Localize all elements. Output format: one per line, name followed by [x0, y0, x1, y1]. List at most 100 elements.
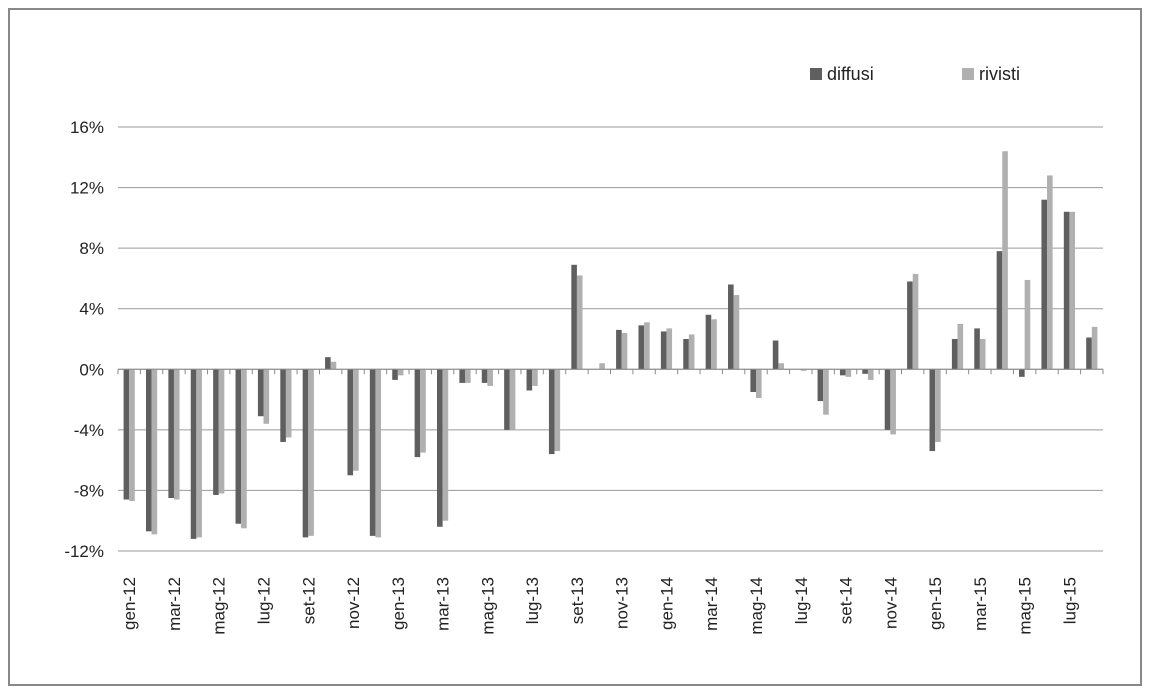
- bar-diffusi-lug-13: [526, 369, 533, 391]
- bar-diffusi-ago-15: [1086, 337, 1092, 370]
- bar-diffusi-giu-14: [772, 340, 779, 370]
- bar-rivisti-giu-13: [509, 369, 516, 430]
- bar-rivisti-feb-15: [957, 323, 964, 370]
- bar-diffusi-apr-13: [459, 369, 465, 383]
- bar-rivisti-mar-13: [442, 369, 449, 521]
- bar-rivisti-ott-14: [867, 369, 874, 380]
- y-tick-label: 4%: [79, 300, 104, 319]
- bar-diffusi-nov-12: [347, 369, 354, 476]
- x-tick-label: mar-14: [702, 577, 721, 631]
- y-tick-label: 12%: [70, 179, 104, 198]
- bar-rivisti-feb-13: [420, 369, 426, 453]
- y-tick-label: 8%: [79, 239, 104, 258]
- x-tick-label: nov-14: [881, 577, 900, 629]
- x-tick-label: mag-14: [747, 577, 766, 635]
- x-tick-label: mag-12: [210, 577, 229, 635]
- x-tick-label: gen-12: [120, 577, 139, 630]
- bar-rivisti-mar-14: [711, 319, 717, 370]
- bar-rivisti-apr-12: [196, 369, 202, 538]
- legend-label-rivisti: rivisti: [979, 64, 1020, 84]
- bar-diffusi-ago-12: [280, 369, 286, 442]
- legend-swatch-diffusi: [810, 68, 822, 80]
- bar-diffusi-mar-12: [168, 369, 174, 498]
- bar-rivisti-set-14: [845, 369, 852, 377]
- x-tick-label: set-12: [299, 577, 318, 624]
- x-tick-label: mag-15: [1016, 577, 1035, 635]
- bar-diffusi-mag-12: [213, 369, 219, 495]
- bar-rivisti-gen-12: [129, 369, 135, 502]
- x-tick-label: lug-13: [523, 577, 542, 624]
- bar-rivisti-giu-15: [1047, 175, 1053, 370]
- bar-diffusi-feb-12: [145, 369, 152, 532]
- bar-rivisti-nov-12: [353, 369, 359, 471]
- bar-diffusi-gen-12: [123, 369, 130, 500]
- bar-rivisti-set-13: [576, 275, 583, 370]
- bar-diffusi-set-14: [839, 369, 846, 376]
- bar-rivisti-gen-15: [935, 369, 941, 442]
- legend: diffusi rivisti: [810, 64, 1020, 84]
- legend-swatch-rivisti: [962, 68, 974, 80]
- bar-rivisti-dic-13: [644, 322, 650, 370]
- y-tick-label: -4%: [74, 421, 104, 440]
- x-tick-label: lug-14: [792, 577, 811, 624]
- bar-rivisti-dic-14: [912, 273, 919, 370]
- y-tick-label: -8%: [74, 481, 104, 500]
- bar-rivisti-nov-13: [621, 332, 628, 370]
- bar-diffusi-ott-12: [325, 357, 331, 370]
- bar-diffusi-set-12: [302, 369, 309, 538]
- x-tick-label: gen-14: [657, 577, 676, 630]
- x-tick-label: lug-15: [1060, 577, 1079, 624]
- bar-rivisti-mag-13: [487, 369, 493, 386]
- bar-diffusi-apr-12: [190, 369, 197, 539]
- bar-rivisti-mar-12: [173, 369, 180, 500]
- bar-rivisti-feb-12: [151, 369, 158, 535]
- bar-rivisti-mag-15: [1024, 279, 1031, 370]
- bar-diffusi-feb-15: [951, 339, 958, 370]
- bar-diffusi-gen-13: [392, 369, 398, 380]
- bar-rivisti-apr-15: [1002, 151, 1008, 370]
- bar-diffusi-mag-13: [481, 369, 488, 383]
- bar-diffusi-mar-13: [437, 369, 443, 527]
- bar-rivisti-lug-14: [800, 369, 807, 371]
- x-tick-label: mar-13: [434, 577, 453, 631]
- bar-diffusi-nov-14: [884, 369, 891, 430]
- bar-rivisti-giu-12: [241, 369, 247, 529]
- bar-diffusi-nov-13: [616, 329, 622, 370]
- bar-rivisti-ago-12: [285, 369, 292, 438]
- grid-lines: [118, 126, 1103, 552]
- x-tick-label: set-13: [568, 577, 587, 624]
- bar-diffusi-gen-14: [660, 331, 667, 370]
- bar-diffusi-dic-13: [638, 325, 645, 370]
- bar-rivisti-dic-12: [375, 369, 382, 538]
- bar-rivisti-mag-14: [756, 369, 762, 399]
- bar-rivisti-mar-15: [979, 339, 986, 370]
- bar-diffusi-lug-15: [1063, 211, 1070, 370]
- x-tick-label: nov-13: [613, 577, 632, 629]
- bar-diffusi-ago-14: [817, 369, 824, 402]
- bar-rivisti-apr-14: [733, 295, 740, 370]
- x-tick-label: mar-15: [971, 577, 990, 631]
- legend-label-diffusi: diffusi: [827, 64, 874, 84]
- x-axis: gen-12 mar-12 mag-12 lug-12 set-12 nov-12 gen-…: [117, 368, 1104, 635]
- bar-diffusi-feb-13: [414, 369, 421, 458]
- bar-rivisti-nov-14: [890, 369, 896, 435]
- bar-rivisti-ott-12: [330, 361, 337, 370]
- bar-rivisti-ago-14: [823, 369, 829, 415]
- bar-diffusi-mag-14: [750, 369, 757, 392]
- bar-diffusi-mag-15: [1019, 369, 1025, 377]
- y-axis: -12% -8% -4% 0% 4% 8% 12% 16%: [64, 118, 104, 561]
- bar-diffusi-mar-14: [705, 314, 712, 370]
- bar-diffusi-set-13: [571, 264, 577, 370]
- bar-diffusi-apr-15: [996, 251, 1003, 370]
- x-tick-label: lug-12: [255, 577, 274, 624]
- bar-diffusi-feb-14: [683, 339, 689, 370]
- bar-rivisti-apr-13: [464, 369, 471, 383]
- y-tick-label: 0%: [79, 360, 104, 379]
- bar-rivisti-mag-12: [218, 369, 225, 494]
- bar-rivisti-ago-15: [1091, 326, 1098, 370]
- bar-diffusi-giu-12: [235, 369, 242, 524]
- bars: [123, 151, 1098, 539]
- x-tick-label: nov-12: [344, 577, 363, 629]
- x-tick-label: set-14: [837, 577, 856, 624]
